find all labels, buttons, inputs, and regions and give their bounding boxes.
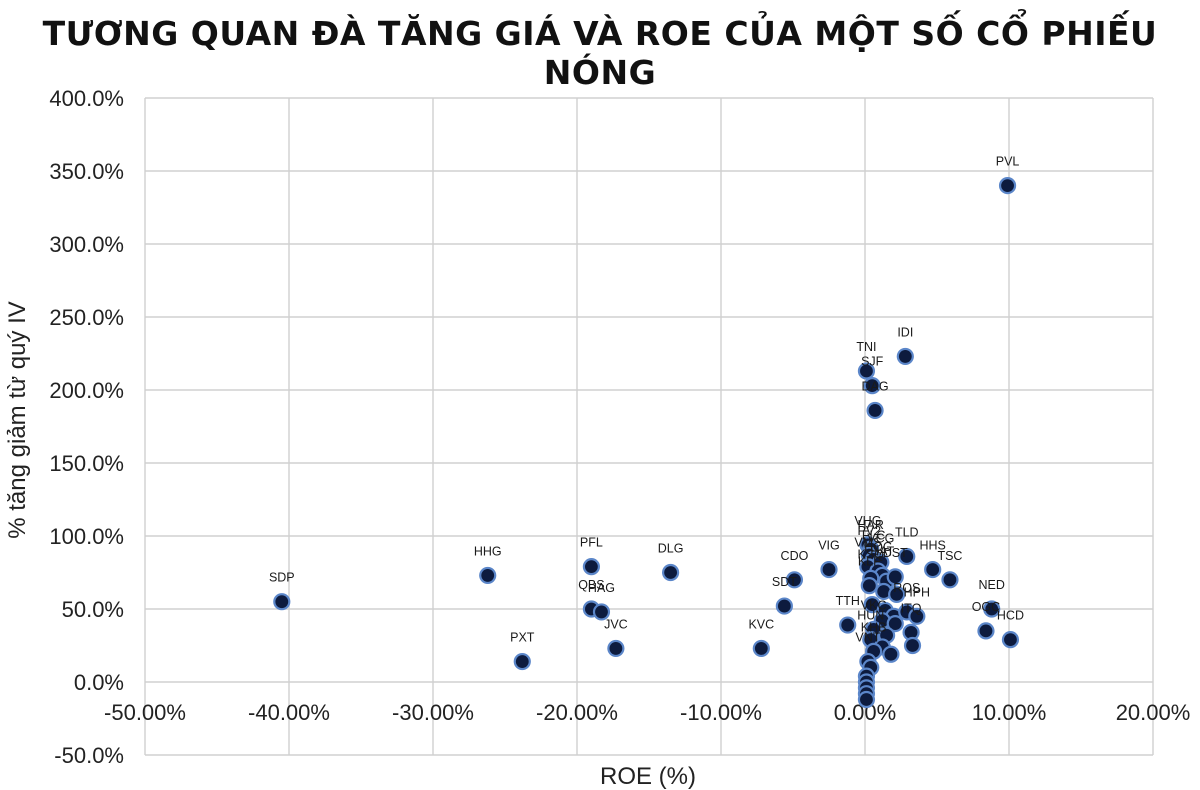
x-tick-label: -50.00% [104, 700, 186, 725]
point-label: PFL [580, 536, 603, 550]
x-tick-label: -20.00% [536, 700, 618, 725]
point-label: JVC [604, 617, 628, 631]
x-tick-label: -30.00% [392, 700, 474, 725]
point-label: CDO [781, 549, 809, 563]
point-label: HHG [474, 544, 502, 558]
point-label: VKC [861, 598, 887, 612]
x-tick-labels: -50.00% -40.00% -30.00% -20.00% -10.00% 0.00%… [104, 700, 1190, 725]
data-point [924, 560, 942, 579]
point-label: NED [979, 578, 1005, 592]
data-point [886, 568, 904, 586]
y-tick-label: 250.0% [49, 305, 124, 330]
data-point [882, 645, 900, 663]
data-points [273, 177, 1020, 709]
point-label: PXT [510, 631, 535, 645]
x-tick-label: 20.00% [1116, 700, 1191, 725]
y-tick-label: 150.0% [49, 451, 124, 476]
chart-title: TƯƠNG QUAN ĐÀ TĂNG GIÁ VÀ ROE CỦA MỘT SỐ… [42, 14, 1158, 92]
data-point [908, 607, 926, 625]
data-point [941, 571, 959, 589]
point-label: VHG [854, 514, 881, 528]
point-label: HUN [857, 609, 884, 623]
data-point [903, 636, 922, 655]
point-label: SDT [772, 575, 797, 589]
point-label: DAG [862, 379, 889, 393]
data-point [752, 639, 770, 658]
y-tick-label: 350.0% [49, 159, 124, 184]
point-label: SJF [861, 355, 884, 369]
data-point [857, 362, 876, 380]
y-tick-label: 300.0% [49, 232, 124, 257]
data-point [977, 622, 995, 640]
x-tick-label: -40.00% [248, 700, 330, 725]
x-axis-title: ROE (%) [600, 763, 696, 790]
grid-layer [144, 97, 1154, 756]
data-point [820, 560, 838, 579]
point-label: TSC [937, 549, 962, 563]
point-label: OGC [972, 600, 1000, 614]
point-label: KVC [748, 617, 774, 631]
point-label: HAT [870, 544, 894, 558]
data-point [863, 377, 881, 395]
point-label: ITQ [901, 601, 922, 615]
point-label: HPH [904, 585, 930, 599]
data-point [860, 577, 878, 595]
y-tick-label: 100.0% [49, 524, 124, 549]
data-point [785, 571, 804, 589]
data-point [582, 558, 601, 576]
point-label: VCG [867, 531, 894, 545]
point-label: PVL [996, 155, 1020, 169]
point-label: HAG [588, 581, 615, 595]
data-point [886, 614, 904, 633]
x-tick-label: -10.00% [680, 700, 762, 725]
x-tick-label: 10.00% [972, 700, 1047, 725]
y-tick-label: 200.0% [49, 378, 124, 403]
data-point [839, 616, 857, 634]
data-point [592, 603, 611, 621]
point-label: TLD [895, 525, 919, 539]
y-tick-label: 50.0% [62, 597, 124, 622]
data-point [888, 585, 906, 604]
data-point [661, 563, 680, 582]
data-point [983, 600, 1001, 618]
point-label: VMS [854, 536, 881, 550]
data-point [898, 547, 916, 566]
point-label: DLG [658, 542, 684, 556]
y-axis-title: % tăng giảm từ quý IV [4, 301, 31, 539]
data-point [857, 690, 876, 709]
point-label: SDP [269, 571, 295, 585]
y-tick-label: 400.0% [49, 86, 124, 111]
data-point [513, 652, 531, 671]
point-label: TTH [836, 594, 860, 608]
point-label: ROS [893, 581, 920, 595]
point-label: VIG [818, 539, 840, 553]
point-label: IDI [897, 325, 913, 339]
y-tick-label: -50.0% [54, 743, 124, 768]
data-point [1001, 631, 1020, 649]
point-label: HAR [858, 518, 884, 532]
point-label: KSQ [858, 547, 885, 561]
point-label: QBS [578, 578, 604, 592]
point-label: HHS [919, 539, 945, 553]
data-point [607, 639, 625, 658]
y-tick-labels: 400.0% 350.0% 300.0% 250.0% 200.0% 150.0% 100.… [49, 86, 124, 768]
data-point [273, 593, 291, 611]
point-label: PV2 [857, 524, 881, 538]
point-label: HQC [864, 540, 892, 554]
point-label: KHB [861, 620, 887, 634]
point-label: FLC [862, 528, 886, 542]
data-point [866, 401, 884, 420]
point-label: TNI [856, 340, 876, 354]
data-point [896, 347, 914, 366]
data-point [775, 597, 793, 615]
point-label: DST [883, 546, 908, 560]
point-label: HCD [997, 609, 1024, 623]
data-point [998, 177, 1017, 195]
data-point [479, 566, 497, 585]
y-tick-label: 0.0% [74, 670, 124, 695]
point-label: KLF [858, 555, 881, 569]
point-label: VNT [855, 631, 880, 645]
